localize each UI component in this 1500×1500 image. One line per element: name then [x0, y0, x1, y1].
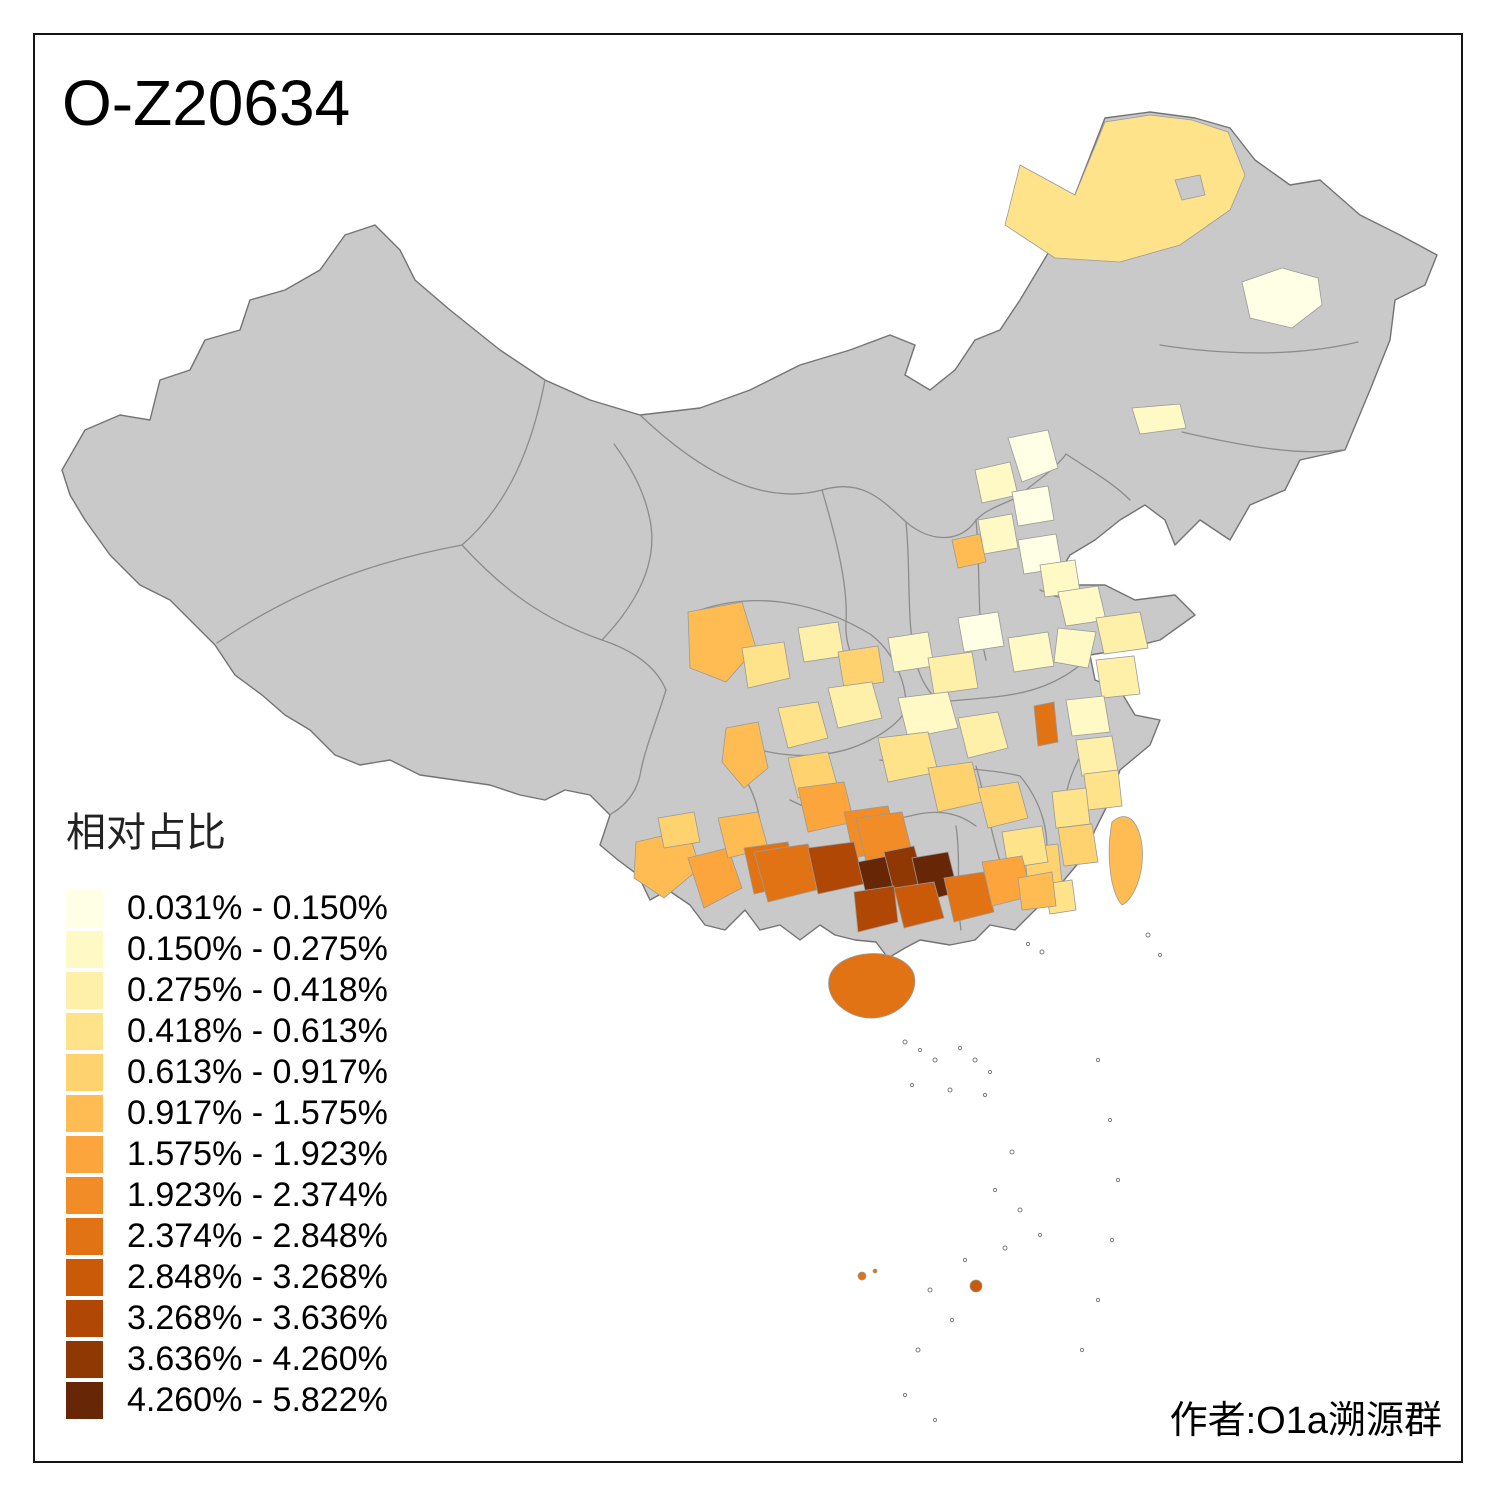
map-region — [1033, 701, 1059, 747]
legend-items: 0.031% - 0.150% 0.150% - 0.275% 0.275% - 0… — [66, 888, 388, 1421]
map-region — [827, 681, 883, 729]
map-region — [721, 721, 769, 789]
legend-swatch — [66, 890, 103, 927]
map-region-hainan — [828, 953, 916, 1019]
legend-item: 2.848% - 3.268% — [66, 1257, 388, 1298]
map-region — [1075, 735, 1119, 777]
legend-range-label: 3.268% - 3.636% — [127, 1299, 388, 1337]
map-region — [927, 651, 979, 695]
legend-range-label: 0.613% - 0.917% — [127, 1053, 388, 1091]
map-region — [893, 881, 945, 929]
map-region — [897, 691, 959, 739]
map-region — [1051, 787, 1091, 829]
map-region — [1004, 114, 1246, 263]
legend-swatch — [66, 1382, 103, 1419]
map-region — [1095, 655, 1141, 699]
island-dots — [857, 932, 1163, 1423]
legend-swatch — [66, 931, 103, 968]
map-region — [837, 645, 885, 689]
map-region — [1065, 695, 1111, 737]
legend-item: 1.575% - 1.923% — [66, 1134, 388, 1175]
map-region — [957, 711, 1009, 759]
map-region — [797, 621, 845, 663]
legend-item: 0.917% - 1.575% — [66, 1093, 388, 1134]
legend-range-label: 4.260% - 5.822% — [127, 1381, 388, 1419]
legend-range-label: 1.923% - 2.374% — [127, 1176, 388, 1214]
legend-swatch — [66, 1177, 103, 1214]
map-region — [807, 841, 865, 895]
legend-item: 0.275% - 0.418% — [66, 970, 388, 1011]
map-region — [657, 811, 701, 849]
legend-item: 4.260% - 5.822% — [66, 1380, 388, 1421]
legend-swatch — [66, 1136, 103, 1173]
legend-range-label: 0.150% - 0.275% — [127, 930, 388, 968]
map-region — [1007, 631, 1055, 673]
map-region — [957, 611, 1005, 653]
map-region — [1131, 403, 1187, 435]
legend-range-label: 2.374% - 2.848% — [127, 1217, 388, 1255]
map-region — [1017, 871, 1057, 911]
map-region — [977, 781, 1029, 829]
map-region — [777, 701, 829, 749]
map-region — [887, 631, 935, 673]
legend-swatch — [66, 1013, 103, 1050]
map-region — [853, 885, 899, 933]
map-region — [1174, 174, 1206, 201]
legend-range-label: 0.275% - 0.418% — [127, 971, 388, 1009]
legend-range-label: 1.575% - 1.923% — [127, 1135, 388, 1173]
map-region — [977, 513, 1019, 555]
choropleth-regions — [633, 114, 1323, 1019]
legend-swatch — [66, 1218, 103, 1255]
map-region — [1057, 823, 1099, 867]
map-region-taiwan — [1108, 816, 1143, 906]
legend-range-label: 0.031% - 0.150% — [127, 889, 388, 927]
map-region — [1095, 611, 1149, 655]
legend-item: 2.374% - 2.848% — [66, 1216, 388, 1257]
legend-item: 0.418% - 0.613% — [66, 1011, 388, 1052]
map-region — [687, 601, 757, 683]
attribution-text: 作者:O1a溯源群 — [1169, 1400, 1442, 1442]
legend-swatch — [66, 1300, 103, 1337]
legend-item: 3.268% - 3.636% — [66, 1298, 388, 1339]
legend-item: 0.150% - 0.275% — [66, 929, 388, 970]
map-region — [943, 871, 995, 923]
map-region-islet — [857, 1271, 867, 1281]
map-region-islet — [872, 1268, 878, 1274]
map-region — [1053, 627, 1097, 669]
legend-item: 0.031% - 0.150% — [66, 888, 388, 929]
legend-item: 3.636% - 4.260% — [66, 1339, 388, 1380]
legend-range-label: 0.418% - 0.613% — [127, 1012, 388, 1050]
map-region — [1083, 769, 1123, 811]
map-region-islet — [969, 1279, 983, 1293]
map-region — [741, 641, 791, 689]
map-region — [1241, 267, 1323, 329]
map-region — [951, 533, 987, 569]
legend-swatch — [66, 1341, 103, 1378]
legend-swatch — [66, 1259, 103, 1296]
legend-range-label: 3.636% - 4.260% — [127, 1340, 388, 1378]
map-region — [687, 847, 743, 909]
legend-title: 相对占比 — [66, 811, 226, 855]
legend-swatch — [66, 972, 103, 1009]
legend-item: 1.923% - 2.374% — [66, 1175, 388, 1216]
legend-range-label: 2.848% - 3.268% — [127, 1258, 388, 1296]
map-region — [1011, 485, 1055, 527]
legend-swatch — [66, 1054, 103, 1091]
legend: 相对占比 0.031% - 0.150% 0.150% - 0.275% 0.275… — [66, 800, 388, 1421]
page-title: O-Z20634 — [62, 67, 351, 139]
legend-swatch — [66, 1095, 103, 1132]
legend-range-label: 0.917% - 1.575% — [127, 1094, 388, 1132]
legend-item: 0.613% - 0.917% — [66, 1052, 388, 1093]
map-region — [1007, 429, 1059, 483]
